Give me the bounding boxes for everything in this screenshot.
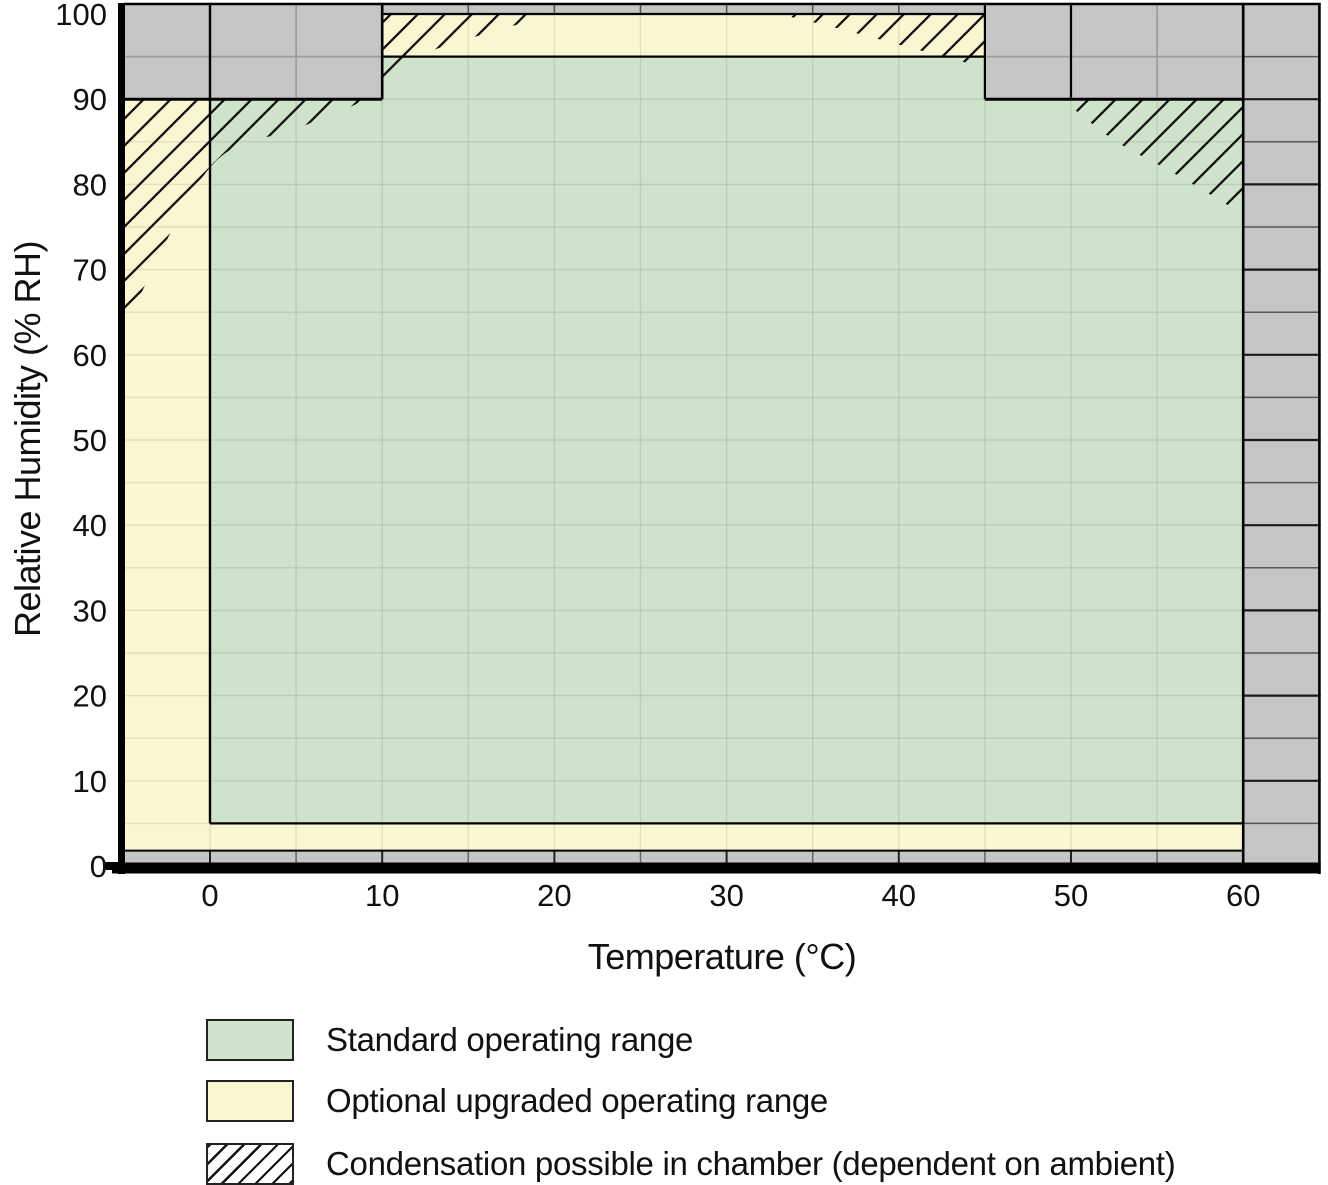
y-tick-label: 90: [73, 82, 107, 117]
x-tick-label: 0: [201, 878, 218, 913]
y-tick-label: 100: [55, 0, 107, 32]
y-tick-label: 20: [73, 679, 107, 714]
legend-swatch-optional-color: [206, 1080, 294, 1122]
legend-swatch-standard-color: [206, 1019, 294, 1061]
y-tick-label: 60: [73, 338, 107, 373]
x-tick-label: 40: [882, 878, 916, 913]
legend-label-optional: Optional upgraded operating range: [326, 1082, 828, 1119]
legend-swatch-condensation-hatch: [206, 1143, 294, 1185]
x-tick-label: 20: [537, 878, 571, 913]
y-tick-label: 40: [73, 508, 107, 543]
legend-label-condensation: Condensation possible in chamber (depend…: [326, 1145, 1176, 1182]
x-tick-label: 10: [365, 878, 399, 913]
y-axis-title: Relative Humidity (% RH): [7, 240, 48, 638]
legend-item-condensation: Condensation possible in chamber (depend…: [206, 1143, 1176, 1185]
y-tick-label: 70: [73, 253, 107, 288]
y-tick-label: 0: [90, 849, 107, 884]
operating-range-chart: 0 10 20 30 40 50 60 0 10 20 30 40 50 60 70 80 90 100: [55, 0, 1321, 913]
y-tick-label: 10: [73, 764, 107, 799]
x-axis-title: Temperature (°C): [587, 936, 857, 977]
y-tick-label: 50: [73, 423, 107, 458]
y-tick-label: 80: [73, 167, 107, 202]
condensation-zone: [778, 14, 985, 67]
x-tick-label: 30: [709, 878, 743, 913]
x-tick-label: 50: [1054, 878, 1088, 913]
x-tick-label: 60: [1226, 878, 1260, 913]
legend-item-standard: Standard operating range: [206, 1019, 693, 1061]
standard-range-region: [210, 56, 1244, 824]
legend-label-standard: Standard operating range: [326, 1021, 694, 1058]
legend-item-optional: Optional upgraded operating range: [206, 1080, 828, 1122]
optional-range-region: [123, 823, 1244, 851]
condensation-zone: [1062, 99, 1244, 215]
y-tick-label: 30: [73, 593, 107, 628]
